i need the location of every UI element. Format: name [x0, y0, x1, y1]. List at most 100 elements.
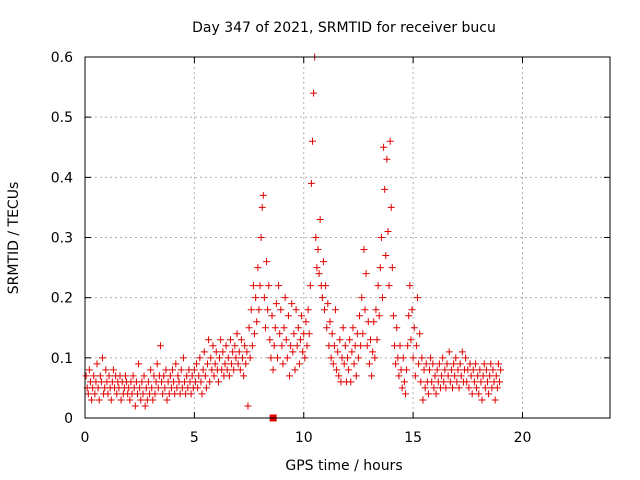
data-point [169, 366, 176, 374]
data-point [267, 354, 275, 362]
data-point [166, 372, 174, 380]
data-point [368, 372, 376, 380]
data-point [398, 384, 406, 392]
x-tick-label: 0 [81, 430, 90, 446]
data-point [131, 402, 139, 410]
data-point [266, 336, 274, 344]
data-point [469, 366, 477, 374]
data-point [403, 366, 411, 374]
y-tick-label: 0.5 [51, 110, 73, 126]
x-axis-label: GPS time / hours [285, 458, 402, 474]
data-point [373, 336, 381, 344]
data-point [310, 89, 318, 97]
data-point [95, 396, 103, 404]
data-point [233, 330, 241, 338]
data-point [306, 282, 314, 290]
data-point [370, 318, 378, 326]
data-point [307, 179, 315, 187]
data-point [232, 354, 240, 362]
data-point [214, 378, 222, 386]
data-point [91, 390, 99, 398]
data-point [261, 324, 269, 332]
data-point [248, 342, 256, 350]
data-point [96, 372, 104, 380]
data-point [475, 390, 483, 398]
data-point [117, 396, 125, 404]
data-point [497, 366, 505, 374]
data-point [225, 372, 233, 380]
y-tick-label: 0.1 [51, 351, 73, 367]
y-tick-label: 0.6 [51, 50, 73, 66]
data-point [408, 306, 416, 314]
data-point [260, 294, 268, 302]
data-point [246, 354, 254, 362]
data-point [471, 360, 479, 368]
data-point [356, 312, 364, 320]
data-point [85, 366, 93, 374]
data-point [381, 185, 389, 193]
data-point [287, 342, 295, 350]
data-point [360, 246, 368, 254]
data-point [455, 384, 463, 392]
data-point [221, 360, 229, 368]
data-point [496, 378, 504, 386]
data-point [400, 378, 408, 386]
data-point [410, 324, 418, 332]
data-point [422, 360, 430, 368]
data-point [456, 360, 464, 368]
data-point [243, 348, 251, 356]
data-point [379, 294, 386, 302]
data-point [449, 384, 456, 392]
data-point [151, 390, 159, 398]
data-point [237, 336, 245, 344]
data-point [389, 312, 397, 320]
data-point [82, 372, 90, 380]
data-point [396, 342, 404, 350]
data-point [224, 354, 232, 362]
data-point [257, 234, 265, 241]
data-point [440, 378, 448, 386]
data-point [230, 366, 238, 374]
data-point [303, 342, 311, 350]
data-point [216, 354, 224, 362]
data-point [322, 282, 330, 290]
data-point [369, 348, 377, 356]
data-point [431, 372, 439, 380]
data-point [481, 384, 489, 392]
data-point [88, 396, 96, 404]
data-point [435, 360, 443, 368]
data-point [195, 372, 203, 380]
data-point [312, 234, 320, 241]
data-point [138, 378, 146, 386]
data-point [278, 342, 286, 350]
data-point [377, 234, 385, 241]
data-point [468, 390, 476, 398]
data-point [292, 306, 300, 314]
data-point [147, 366, 155, 374]
data-point [283, 354, 291, 362]
data-point [301, 354, 309, 362]
data-point [352, 372, 360, 380]
data-point [177, 366, 185, 374]
data-point [299, 348, 307, 356]
data-point [415, 360, 423, 368]
data-point [447, 366, 455, 374]
data-point [445, 348, 453, 356]
data-point [376, 264, 384, 272]
data-point [430, 384, 438, 392]
data-point [361, 306, 369, 314]
data-point [174, 372, 182, 380]
data-point [380, 143, 388, 151]
data-point [282, 336, 290, 344]
data-point [241, 342, 249, 350]
data-point [340, 360, 348, 368]
data-point [107, 396, 115, 404]
data-point [492, 372, 500, 380]
data-point [335, 372, 343, 380]
data-point [281, 294, 289, 302]
data-point [217, 336, 225, 344]
data-point [275, 282, 283, 290]
data-point [386, 137, 394, 145]
data-point [374, 282, 382, 290]
data-point [254, 264, 262, 272]
